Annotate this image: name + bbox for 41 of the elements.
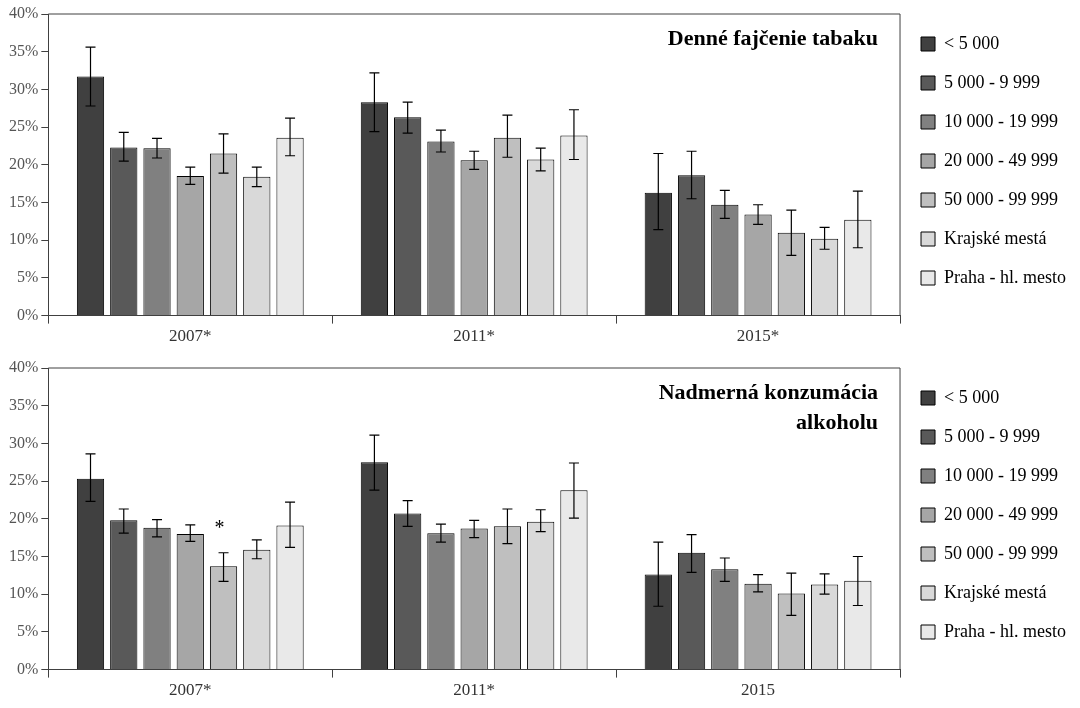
legend-label: 50 000 - 99 999 (944, 542, 1059, 563)
y-tick-label: 25% (9, 117, 39, 135)
legend-label: 20 000 - 49 999 (944, 149, 1059, 170)
x-tick-label: 2015 (741, 680, 776, 700)
legend-label: Praha - hl. mesto (944, 266, 1067, 287)
x-tick-label: 2011* (453, 326, 496, 346)
y-tick-label: 0% (17, 659, 39, 677)
y-tick-label: 25% (9, 471, 39, 489)
annotation: * (214, 515, 225, 538)
y-tick-label: 15% (9, 546, 39, 564)
legend-label: Krajské mestá (944, 581, 1047, 602)
y-tick-label: 35% (9, 41, 39, 59)
y-tick-label: 35% (9, 395, 39, 413)
y-tick-label: 30% (9, 79, 39, 97)
x-tick-label: 2007* (169, 326, 212, 346)
legend-label: 10 000 - 19 999 (944, 464, 1059, 485)
legend-label: 20 000 - 49 999 (944, 503, 1059, 524)
legend-label: Praha - hl. mesto (944, 620, 1067, 641)
y-tick-label: 40% (9, 4, 39, 22)
legend-label: Krajské mestá (944, 227, 1047, 248)
legend-label: 50 000 - 99 999 (944, 188, 1059, 209)
y-tick-label: 10% (9, 230, 39, 248)
y-tick-label: 10% (9, 584, 39, 602)
y-tick-label: 0% (17, 305, 39, 323)
y-tick-label: 5% (17, 268, 39, 286)
text: Nadmerná konzumácia alkoholu (658, 378, 879, 434)
y-tick-label: 20% (9, 509, 39, 526)
y-tick-label: 40% (9, 358, 39, 376)
y-tick-label: 20% (9, 155, 39, 172)
legend-label: 5 000 - 9 999 (944, 425, 1041, 446)
legend-label: < 5 000 (944, 32, 1000, 53)
legend-label: < 5 000 (944, 386, 1000, 407)
text: Denné fajčenie tabaku (667, 24, 879, 50)
x-tick-label: 2011* (453, 680, 496, 700)
legend-label: 10 000 - 19 999 (944, 110, 1059, 131)
legend-label: 5 000 - 9 999 (944, 71, 1041, 92)
y-tick-label: 30% (9, 433, 39, 451)
x-tick-label: 2007* (169, 680, 212, 700)
y-tick-label: 15% (9, 192, 39, 210)
y-tick-label: 5% (17, 622, 39, 640)
x-tick-label: 2015* (736, 326, 780, 346)
